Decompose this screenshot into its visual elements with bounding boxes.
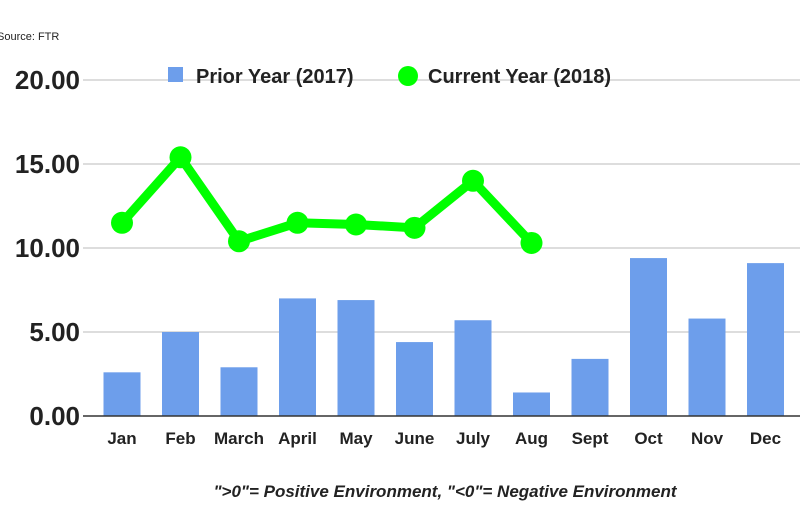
source-label: Source: FTR	[0, 31, 60, 43]
x-tick-label: Oct	[634, 429, 663, 448]
point-june	[403, 216, 426, 239]
legend-label-prior-year: Prior Year (2017)	[196, 66, 354, 88]
x-tick-label: Jan	[107, 429, 136, 448]
point-jan	[111, 211, 133, 234]
x-tick-label: July	[456, 429, 491, 448]
footnote: ">0"= Positive Environment, "<0"= Negati…	[213, 482, 677, 501]
bar-sept	[571, 358, 609, 416]
x-tick-label: Feb	[165, 429, 195, 448]
point-may	[345, 213, 367, 236]
y-tick-label: 20.00	[15, 65, 80, 95]
x-tick-label: Aug	[515, 429, 548, 448]
bar-dec	[747, 263, 784, 416]
x-tick-label: May	[339, 429, 373, 448]
y-tick-label: 15.00	[15, 149, 80, 179]
point-feb	[169, 146, 192, 169]
y-tick-label: 10.00	[15, 233, 80, 263]
x-tick-label: Dec	[750, 429, 781, 448]
bar-july	[454, 320, 492, 416]
bar-april	[279, 298, 316, 416]
x-tick-label: Nov	[691, 429, 724, 448]
legend-label-current-year: Current Year (2018)	[428, 66, 611, 88]
x-tick-label: March	[214, 429, 264, 448]
legend-swatch-current-year	[398, 66, 418, 86]
bar-jan	[103, 372, 141, 416]
bar-aug	[513, 392, 550, 416]
bar-march	[220, 367, 258, 416]
bar-feb	[162, 332, 199, 416]
legend-swatch-prior-year	[168, 67, 183, 82]
point-july	[462, 169, 484, 192]
point-aug	[520, 231, 543, 254]
y-tick-label: 5.00	[29, 317, 80, 347]
bar-june	[396, 342, 433, 416]
point-april	[286, 211, 309, 234]
line-current-year	[118, 152, 535, 247]
bar-nov	[688, 318, 726, 416]
y-tick-label: 0.00	[29, 401, 80, 431]
bar-oct	[630, 258, 667, 416]
point-march	[228, 230, 250, 253]
bar-may	[337, 300, 375, 416]
x-tick-label: Sept	[572, 429, 609, 448]
x-tick-label: April	[278, 429, 317, 448]
x-tick-label: June	[395, 429, 435, 448]
